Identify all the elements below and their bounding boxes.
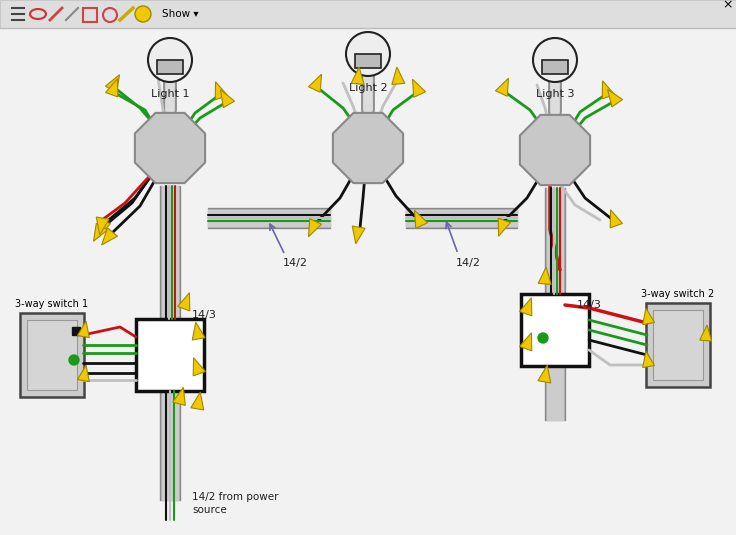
Polygon shape bbox=[520, 298, 532, 316]
FancyBboxPatch shape bbox=[0, 0, 736, 28]
Circle shape bbox=[135, 6, 151, 22]
Circle shape bbox=[148, 38, 192, 82]
Polygon shape bbox=[353, 226, 365, 244]
Polygon shape bbox=[351, 67, 364, 85]
Text: 14/3: 14/3 bbox=[577, 300, 602, 310]
Polygon shape bbox=[96, 217, 109, 235]
Polygon shape bbox=[643, 308, 654, 325]
Text: Light 3: Light 3 bbox=[536, 89, 574, 99]
Text: 3-way switch 2: 3-way switch 2 bbox=[641, 289, 715, 299]
FancyBboxPatch shape bbox=[521, 294, 589, 366]
Polygon shape bbox=[643, 351, 654, 368]
Polygon shape bbox=[93, 224, 107, 241]
Polygon shape bbox=[77, 321, 89, 338]
Polygon shape bbox=[215, 82, 227, 100]
Polygon shape bbox=[308, 219, 322, 237]
Polygon shape bbox=[610, 210, 623, 228]
Polygon shape bbox=[177, 293, 190, 311]
Polygon shape bbox=[498, 218, 511, 236]
Polygon shape bbox=[135, 113, 205, 183]
FancyBboxPatch shape bbox=[27, 320, 77, 390]
Polygon shape bbox=[412, 79, 425, 97]
Polygon shape bbox=[221, 90, 235, 108]
FancyBboxPatch shape bbox=[542, 60, 568, 74]
Text: Show ▾: Show ▾ bbox=[162, 9, 199, 19]
Text: Light 2: Light 2 bbox=[349, 83, 387, 93]
FancyBboxPatch shape bbox=[20, 313, 84, 397]
Polygon shape bbox=[700, 325, 712, 341]
Polygon shape bbox=[538, 365, 551, 383]
FancyBboxPatch shape bbox=[355, 54, 381, 68]
Polygon shape bbox=[105, 79, 118, 97]
Text: 14/2: 14/2 bbox=[283, 258, 308, 268]
Polygon shape bbox=[333, 113, 403, 183]
Text: Light 1: Light 1 bbox=[151, 89, 189, 99]
Circle shape bbox=[533, 38, 577, 82]
Polygon shape bbox=[173, 387, 185, 406]
Polygon shape bbox=[105, 75, 119, 93]
Polygon shape bbox=[495, 78, 509, 96]
Polygon shape bbox=[607, 89, 623, 107]
Polygon shape bbox=[308, 74, 322, 92]
Polygon shape bbox=[77, 365, 89, 381]
Polygon shape bbox=[192, 322, 205, 340]
Text: ×: × bbox=[723, 0, 733, 11]
FancyBboxPatch shape bbox=[157, 60, 183, 74]
Polygon shape bbox=[194, 358, 205, 376]
Polygon shape bbox=[392, 67, 405, 85]
Polygon shape bbox=[414, 210, 428, 228]
Circle shape bbox=[69, 355, 79, 365]
Text: 14/2 from power
source: 14/2 from power source bbox=[192, 492, 278, 515]
Circle shape bbox=[346, 32, 390, 76]
Circle shape bbox=[538, 333, 548, 343]
FancyBboxPatch shape bbox=[646, 303, 710, 387]
Text: 3-way switch 1: 3-way switch 1 bbox=[15, 299, 88, 309]
FancyBboxPatch shape bbox=[136, 319, 204, 391]
Polygon shape bbox=[102, 228, 118, 245]
Polygon shape bbox=[191, 392, 204, 410]
Polygon shape bbox=[602, 81, 615, 99]
Polygon shape bbox=[520, 115, 590, 185]
Polygon shape bbox=[98, 219, 110, 237]
FancyBboxPatch shape bbox=[653, 310, 703, 380]
FancyBboxPatch shape bbox=[72, 327, 80, 335]
Polygon shape bbox=[538, 267, 551, 285]
Polygon shape bbox=[520, 333, 532, 351]
Text: 14/3: 14/3 bbox=[192, 310, 217, 320]
Text: 14/2: 14/2 bbox=[456, 258, 481, 268]
